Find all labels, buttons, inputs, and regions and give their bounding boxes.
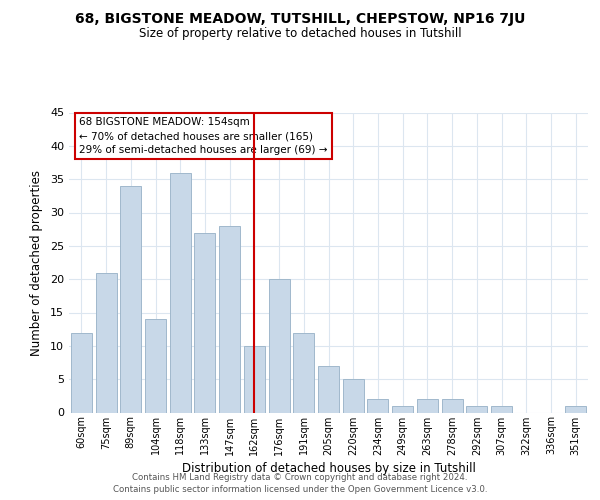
Bar <box>170 172 191 412</box>
Bar <box>194 232 215 412</box>
Bar <box>392 406 413 412</box>
Text: 68 BIGSTONE MEADOW: 154sqm
← 70% of detached houses are smaller (165)
29% of sem: 68 BIGSTONE MEADOW: 154sqm ← 70% of deta… <box>79 117 328 155</box>
Bar <box>343 379 364 412</box>
Text: Size of property relative to detached houses in Tutshill: Size of property relative to detached ho… <box>139 28 461 40</box>
Bar <box>244 346 265 412</box>
Text: Contains HM Land Registry data © Crown copyright and database right 2024.: Contains HM Land Registry data © Crown c… <box>132 472 468 482</box>
Bar <box>71 332 92 412</box>
Bar <box>145 319 166 412</box>
Bar <box>293 332 314 412</box>
Bar <box>466 406 487 412</box>
Text: Contains public sector information licensed under the Open Government Licence v3: Contains public sector information licen… <box>113 485 487 494</box>
Bar <box>318 366 339 412</box>
Bar <box>120 186 141 412</box>
Bar <box>95 272 116 412</box>
Bar <box>491 406 512 412</box>
Bar <box>442 399 463 412</box>
X-axis label: Distribution of detached houses by size in Tutshill: Distribution of detached houses by size … <box>182 462 475 474</box>
Bar <box>565 406 586 412</box>
Bar <box>269 279 290 412</box>
Bar <box>417 399 438 412</box>
Text: 68, BIGSTONE MEADOW, TUTSHILL, CHEPSTOW, NP16 7JU: 68, BIGSTONE MEADOW, TUTSHILL, CHEPSTOW,… <box>75 12 525 26</box>
Bar <box>367 399 388 412</box>
Bar <box>219 226 240 412</box>
Y-axis label: Number of detached properties: Number of detached properties <box>30 170 43 356</box>
